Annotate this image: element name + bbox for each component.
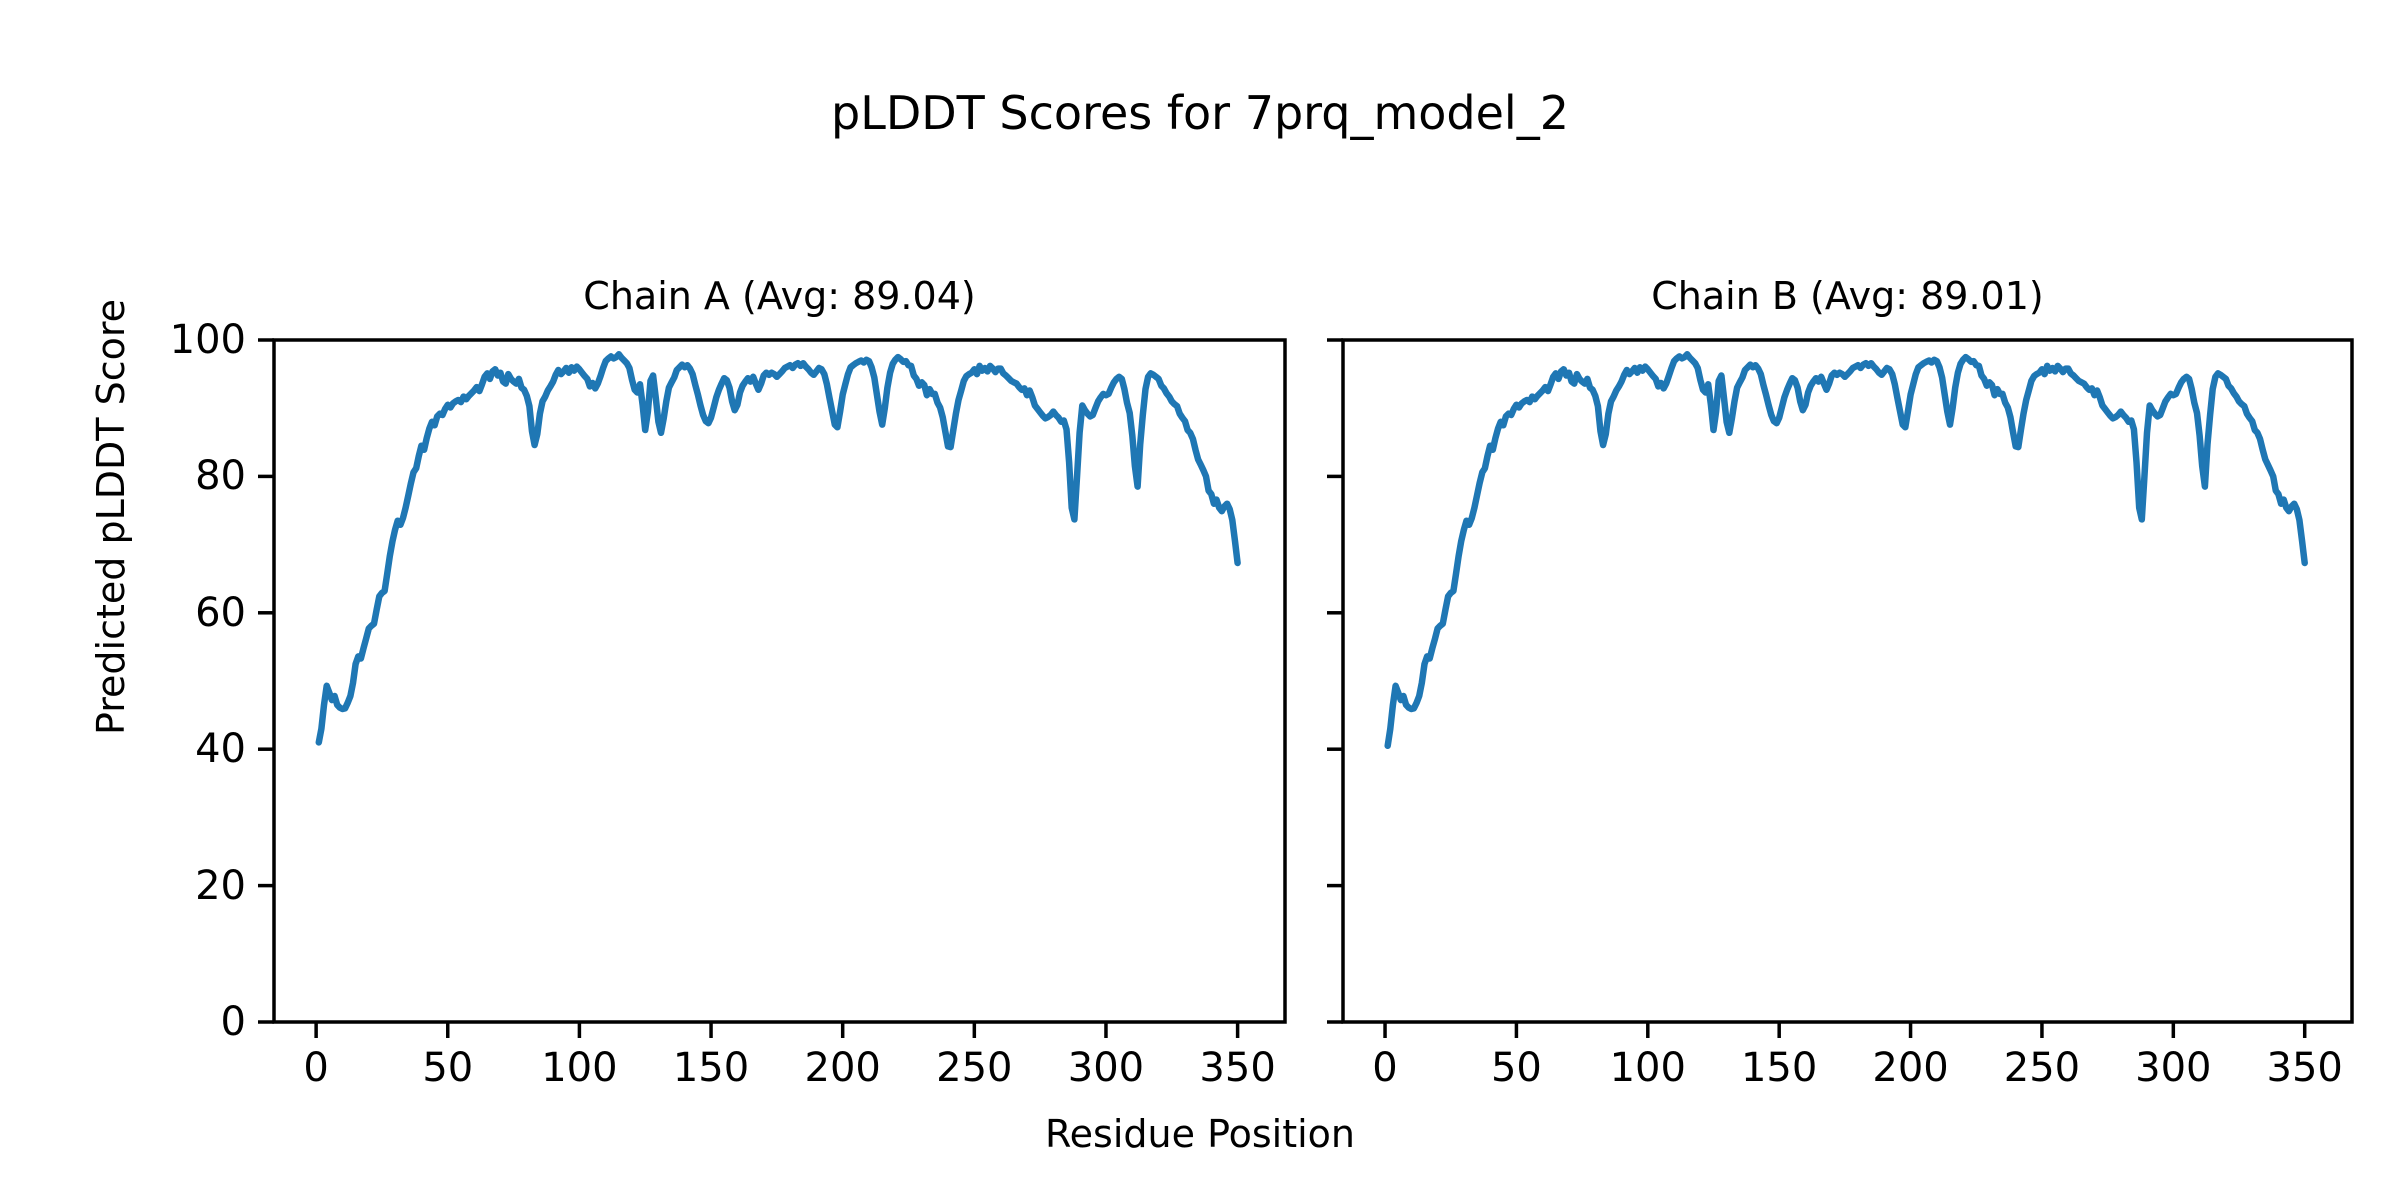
plddt-line-chain-b — [1384, 351, 2308, 750]
y-tick-label: 60 — [195, 589, 246, 636]
figure-suptitle: pLDDT Scores for 7prq_model_2 — [831, 86, 1569, 140]
subplot-title-chain-b: Chain B (Avg: 89.01) — [1651, 274, 2044, 318]
x-tick-label: 300 — [1067, 1045, 1145, 1091]
x-tick-label: 200 — [804, 1045, 881, 1091]
y-tick-label: 0 — [220, 999, 246, 1045]
axes-frame-b — [1341, 338, 2354, 1024]
x-tick-label: 300 — [2135, 1045, 2212, 1091]
x-tick-label: 50 — [422, 1045, 474, 1091]
x-tick-label: 350 — [1199, 1045, 1276, 1091]
y-tick-label: 100 — [169, 317, 246, 363]
subplot-title-chain-a: Chain A (Avg: 89.04) — [583, 274, 976, 318]
y-tick-label: 80 — [195, 453, 246, 500]
x-axis-label: Residue Position — [1044, 1112, 1356, 1156]
y-tick-label: 40 — [195, 726, 246, 773]
x-tick-label: 150 — [672, 1045, 750, 1091]
x-tick-label: 350 — [2266, 1045, 2343, 1091]
x-tick-label: 0 — [303, 1045, 329, 1091]
plddt-line-chain-a — [315, 351, 1241, 746]
x-tick-label: 100 — [1609, 1045, 1686, 1091]
x-tick-label: 0 — [1372, 1045, 1398, 1091]
x-tick-label: 50 — [1490, 1045, 1542, 1091]
y-tick-label: 20 — [195, 862, 246, 909]
x-tick-label: 150 — [1740, 1045, 1818, 1091]
x-tick-label: 100 — [541, 1045, 618, 1091]
x-tick-label: 200 — [1872, 1045, 1949, 1091]
axes-frame-a — [272, 338, 1287, 1024]
x-tick-label: 250 — [2003, 1045, 2081, 1091]
x-tick-label: 250 — [936, 1045, 1013, 1091]
